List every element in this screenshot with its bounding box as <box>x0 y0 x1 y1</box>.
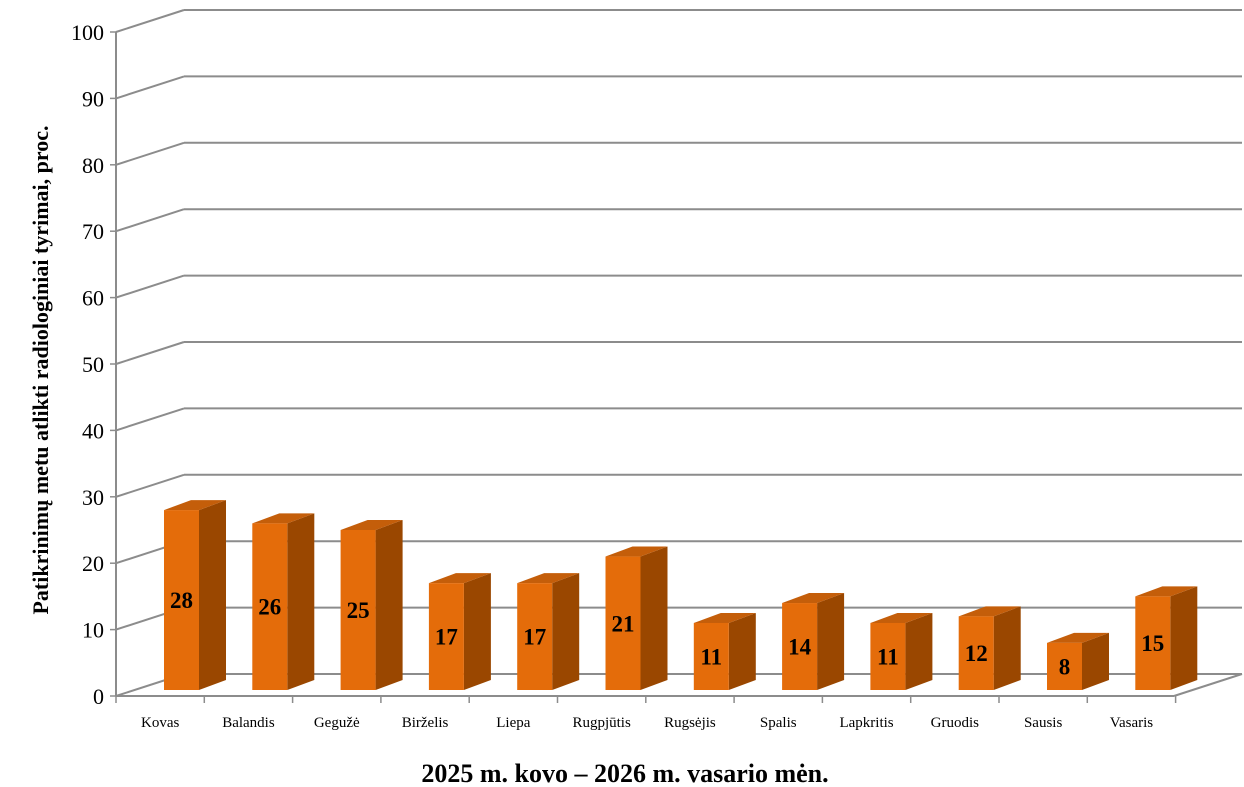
y-tick-label: 60 <box>82 286 104 311</box>
y-tick-label: 30 <box>82 485 104 510</box>
x-tick-label: Gruodis <box>931 715 979 731</box>
data-label: 28 <box>170 588 193 613</box>
x-tick-label: Balandis <box>222 715 275 731</box>
x-tick-label: Gegužė <box>314 715 360 731</box>
y-tick-label: 50 <box>82 352 104 377</box>
data-label: 12 <box>965 641 988 666</box>
gridline-diagonal <box>115 9 185 33</box>
bar-side <box>1082 632 1109 690</box>
bar <box>428 583 464 690</box>
bar <box>1047 642 1082 690</box>
bar <box>693 622 729 690</box>
bar-top <box>693 612 756 623</box>
x-tick-label: Kovas <box>141 715 179 731</box>
gridline-diagonal <box>115 75 185 100</box>
bar-side <box>993 606 1021 690</box>
bar <box>958 616 994 690</box>
bar <box>164 510 199 690</box>
data-label: 14 <box>788 635 812 660</box>
bar-side <box>287 513 315 690</box>
data-label: 11 <box>700 644 722 669</box>
bar-side <box>817 593 845 690</box>
y-tick-label: 70 <box>82 219 104 244</box>
bar-top <box>164 500 226 511</box>
bar-top <box>252 513 315 524</box>
x-tick-label: Birželis <box>402 715 449 731</box>
y-tick-label: 40 <box>82 418 104 443</box>
labels: 0 10 20 30 40 50 60 70 80 90 100 28 Kovas 26 Balandis 2… <box>71 20 1164 731</box>
y-tick-label: 10 <box>82 618 104 643</box>
x-tick-label: Lapkritis <box>839 715 893 731</box>
bar <box>252 523 288 690</box>
bar <box>870 622 906 690</box>
x-tick-label: Sausis <box>1024 715 1063 731</box>
x-tick-label: Vasaris <box>1110 715 1153 731</box>
bar <box>1135 596 1171 690</box>
x-tick-label: Rugpjūtis <box>572 715 631 731</box>
bar <box>605 556 641 690</box>
bar-side <box>640 546 668 690</box>
gridline-diagonal <box>115 473 185 498</box>
bar-side <box>905 612 933 690</box>
bar-top <box>1047 632 1109 643</box>
x-tick-label: Spalis <box>760 715 797 731</box>
y-tick-label: 0 <box>93 684 104 709</box>
bar-top <box>517 573 580 584</box>
data-label: 26 <box>258 595 281 620</box>
bar-top <box>1135 586 1198 597</box>
bar-side <box>463 573 491 690</box>
gridline-diagonal <box>115 208 185 233</box>
data-label: 25 <box>347 598 370 623</box>
x-axis-title: 2025 m. kovo – 2026 m. vasario mėn. <box>421 759 828 787</box>
bar <box>782 603 818 690</box>
bars <box>164 500 1198 690</box>
floor-edge <box>1173 673 1243 697</box>
bar-side <box>1170 586 1198 690</box>
gridline-diagonal <box>115 274 185 299</box>
axes <box>110 31 1243 703</box>
y-tick-label: 80 <box>82 153 104 178</box>
y-tick-label: 90 <box>82 86 104 111</box>
bar-top <box>340 520 403 530</box>
bar-side <box>552 573 580 690</box>
bar-top <box>782 593 845 604</box>
x-tick-label: Rugsėjis <box>664 715 716 731</box>
bar-side <box>728 612 756 690</box>
data-label: 17 <box>523 625 546 650</box>
data-label: 11 <box>877 644 899 669</box>
bar-top <box>605 546 668 557</box>
bar-side <box>375 520 403 690</box>
data-label: 8 <box>1059 654 1071 679</box>
x-tick-label: Liepa <box>496 715 530 731</box>
data-label: 15 <box>1141 631 1164 656</box>
data-label: 21 <box>612 611 635 636</box>
gridline-diagonal <box>115 407 185 432</box>
gridline-diagonal <box>115 341 185 365</box>
bar-side <box>199 500 226 690</box>
gridline-diagonal <box>115 141 185 166</box>
y-axis-title: Patikrinimų metu atlikti radiologiniai t… <box>28 125 53 614</box>
y-tick-label: 20 <box>82 551 104 576</box>
y-tick-label: 100 <box>71 20 104 45</box>
data-label: 17 <box>435 625 458 650</box>
bar-top <box>870 612 933 623</box>
bar <box>517 583 553 690</box>
bar <box>340 530 376 690</box>
bar-top <box>428 573 491 584</box>
bar-top <box>958 606 1021 617</box>
